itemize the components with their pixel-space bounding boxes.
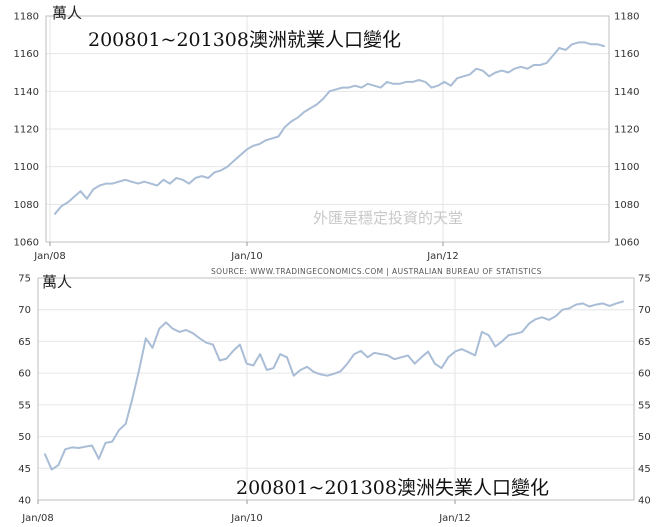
unemployment-y-tick-left-40: 40 [18,496,31,507]
unemployment-chart-gridlines [37,277,634,501]
employment-chart-title: 200801~201308澳洲就業人口變化 [88,29,401,51]
unemployment-y-tick-left-60: 60 [18,369,31,380]
unemployment-y-tick-left-45: 45 [18,464,31,475]
unemployment-x-tick-Jan/10: Jan/10 [230,513,263,524]
unemployment-chart-frame [37,277,635,501]
unemployment-x-tick-Jan/08: Jan/08 [21,513,54,524]
employment-y-tick-right-1080: 1080 [614,200,639,211]
unemployment-y-tick-left-70: 70 [18,305,31,316]
watermark-text: 外匯是穩定投資的天堂 [313,209,463,227]
unemployment-y-tick-left-50: 50 [18,432,31,443]
unemployment-y-tick-right-45: 45 [638,464,651,475]
employment-y-tick-left-1080: 1080 [14,200,39,211]
unemployment-x-tick-Jan/12: Jan/12 [438,513,471,524]
employment-y-tick-left-1120: 1120 [14,125,39,136]
employment-chart-ticks: 1060 1060 1080 1080 1100 1100 1120 1120 1140 1140… [14,12,640,263]
unemployment-y-tick-right-50: 50 [638,432,651,443]
employment-x-tick-Jan/12: Jan/12 [426,251,459,262]
unemployment-y-tick-right-65: 65 [638,337,651,348]
employment-y-tick-left-1100: 1100 [14,162,39,173]
employment-y-tick-left-1160: 1160 [14,49,39,60]
employment-y-tick-right-1160: 1160 [614,49,639,60]
unemployment-chart-ticks: 40 40 45 45 50 50 55 55 60 60 65 65 70 70 75 75 Jan/08 Ja… [18,274,650,525]
employment-y-tick-left-1060: 1060 [14,238,39,249]
employment-y-tick-right-1140: 1140 [614,87,639,98]
employment-x-tick-Jan/08: Jan/08 [33,251,66,262]
employment-chart: 1060 1060 1080 1080 1100 1100 1120 1120 1140 1140… [14,4,640,262]
unemployment-y-tick-right-75: 75 [638,274,651,285]
employment-series-line [54,41,605,215]
source-note: SOURCE: WWW.TRADINGECONOMICS.COM | AUSTR… [211,267,542,276]
employment-y-tick-right-1060: 1060 [614,238,639,249]
unemployment-chart-title: 200801~201308澳洲失業人口變化 [236,477,549,499]
unemployment-unit-label: 萬人 [42,273,72,291]
unemployment-y-tick-right-55: 55 [638,400,651,411]
employment-y-tick-left-1140: 1140 [14,87,39,98]
unemployment-series-line [44,300,624,471]
employment-y-tick-right-1120: 1120 [614,125,639,136]
unemployment-y-tick-right-70: 70 [638,305,651,316]
unemployment-y-tick-left-75: 75 [18,274,31,285]
employment-unit-label: 萬人 [52,4,82,22]
unemployment-chart: 40 40 45 45 50 50 55 55 60 60 65 65 70 70 75 75 Jan/08 Ja… [18,273,650,524]
unemployment-y-tick-left-65: 65 [18,337,31,348]
employment-y-tick-left-1180: 1180 [14,12,39,23]
employment-y-tick-right-1100: 1100 [614,162,639,173]
unemployment-y-tick-right-60: 60 [638,369,651,380]
employment-y-tick-right-1180: 1180 [614,12,639,23]
unemployment-y-tick-right-40: 40 [638,496,651,507]
employment-x-tick-Jan/10: Jan/10 [230,251,263,262]
employment-chart-frame [45,15,610,243]
unemployment-y-tick-left-55: 55 [18,400,31,411]
